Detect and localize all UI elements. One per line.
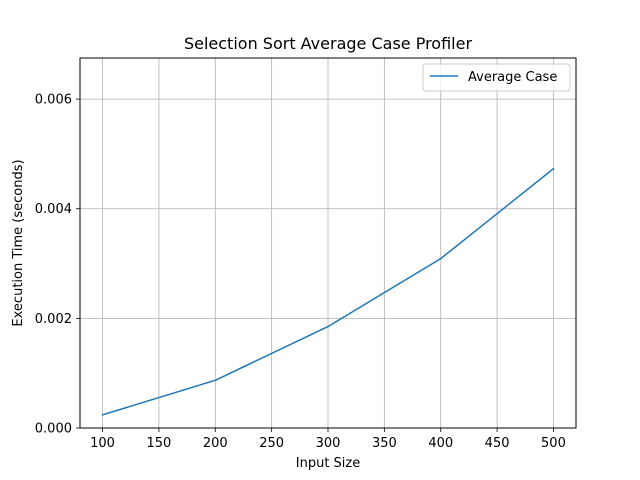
x-axis-label: Input Size [296,456,360,471]
series-line-0 [101,167,555,416]
gridlines [80,58,576,429]
legend-label-average-case: Average Case [468,70,557,85]
y-tick-label: 0.002 [35,312,72,327]
x-tick-label: 350 [372,436,397,451]
legend: Average Case [422,63,571,92]
y-axis: 0.000 0.002 0.004 0.006 [35,93,80,437]
series-layer [101,167,555,416]
y-tick-label: 0.004 [35,202,72,217]
x-tick-label: 250 [259,436,284,451]
x-tick-label: 500 [541,436,566,451]
x-tick-label: 100 [90,436,115,451]
x-tick-label: 150 [146,436,171,451]
chart-title: Selection Sort Average Case Profiler [184,34,472,53]
y-tick-label: 0.000 [35,422,72,437]
x-tick-label: 200 [203,436,228,451]
y-tick-label: 0.006 [35,93,72,108]
legend-box [422,63,571,92]
x-tick-label: 400 [428,436,453,451]
x-axis: 100 150 200 250 300 350 400 450 500 [90,428,566,451]
x-tick-label: 300 [316,436,341,451]
y-axis-label: Execution Time (seconds) [11,159,26,326]
x-tick-label: 450 [485,436,510,451]
